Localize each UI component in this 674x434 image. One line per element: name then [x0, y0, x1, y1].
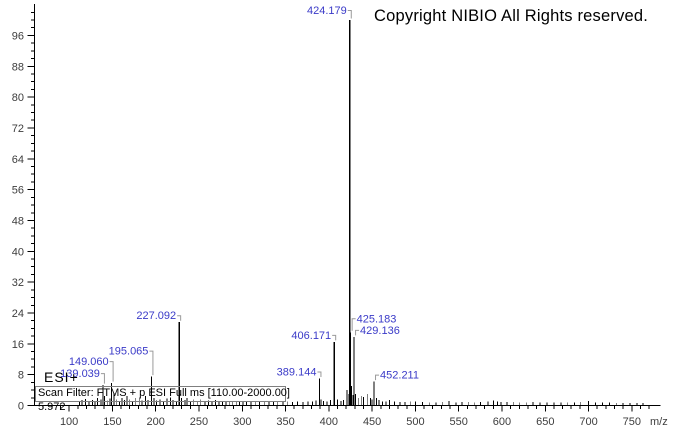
y-tick-label: 80	[12, 92, 24, 104]
y-tick-label: 16	[12, 339, 24, 351]
peak-label: 149.060	[69, 356, 109, 368]
peak-label: 452.211	[380, 370, 419, 382]
labeled-peaks	[102, 20, 375, 406]
x-tick-label: 450	[363, 416, 381, 428]
y-tick-label: 72	[12, 123, 24, 135]
peak-label: 195.065	[109, 346, 149, 358]
axis-ticks: 100 150 200 250 300 350 400 450 500 550 600 650 700 7…	[12, 11, 650, 428]
x-axis-unit-label: m/z	[650, 416, 668, 428]
scan-filter-text: Scan Filter: FTMS + p ESI Full ms [110.0…	[38, 387, 290, 399]
x-tick-label: 100	[60, 416, 78, 428]
peak-label-bracket	[355, 329, 360, 336]
peak-label: 139.039	[60, 368, 100, 380]
x-tick-label: 200	[147, 416, 165, 428]
x-tick-label: 750	[623, 416, 641, 428]
y-tick-label: 0	[18, 401, 24, 413]
peak-label-bracket	[375, 374, 380, 381]
peak-label-bracket	[149, 350, 154, 376]
x-tick-label: 650	[536, 416, 554, 428]
y-tick-label: 24	[12, 308, 24, 320]
x-tick-label: 600	[493, 416, 511, 428]
x-tick-label: 350	[276, 416, 294, 428]
y-tick-label: 64	[12, 154, 24, 166]
peak-label-bracket	[351, 318, 356, 331]
peak-label-bracket	[177, 315, 182, 321]
peak-label: 227.092	[136, 310, 176, 322]
y-tick-label: 8	[18, 370, 24, 382]
x-tick-label: 400	[320, 416, 338, 428]
y-tick-label: 96	[12, 30, 24, 42]
retention-time-label: 5.972	[38, 401, 66, 413]
peak-label-bracket	[100, 373, 105, 384]
y-tick-label: 56	[12, 185, 24, 197]
peak-label: 424.179	[307, 5, 347, 17]
peak-label-bracket	[317, 371, 322, 378]
copyright-notice: Copyright NIBIO All Rights reserved.	[374, 7, 649, 25]
peak-label-bracket	[109, 361, 114, 382]
peak-label: 389.144	[277, 367, 317, 379]
y-tick-label: 48	[12, 215, 24, 227]
y-tick-label: 88	[12, 61, 24, 73]
peak-label: 425.183	[357, 313, 397, 325]
scan-filter-box: Scan Filter: FTMS + p ESI Full ms [110.0…	[35, 386, 290, 402]
ionization-mode-label: ESI+	[44, 369, 79, 385]
x-tick-label: 550	[450, 416, 468, 428]
peak-label: 406.171	[291, 330, 331, 342]
peak-label: 429.136	[360, 325, 400, 337]
y-tick-label: 40	[12, 246, 24, 258]
peak-label-bracket	[332, 334, 337, 341]
x-tick-label: 700	[579, 416, 597, 428]
x-tick-label: 300	[233, 416, 251, 428]
y-tick-label: 32	[12, 277, 24, 289]
peak-label-bracket	[347, 10, 352, 19]
x-tick-label: 150	[103, 416, 121, 428]
x-tick-label: 500	[406, 416, 424, 428]
x-tick-label: 250	[190, 416, 208, 428]
